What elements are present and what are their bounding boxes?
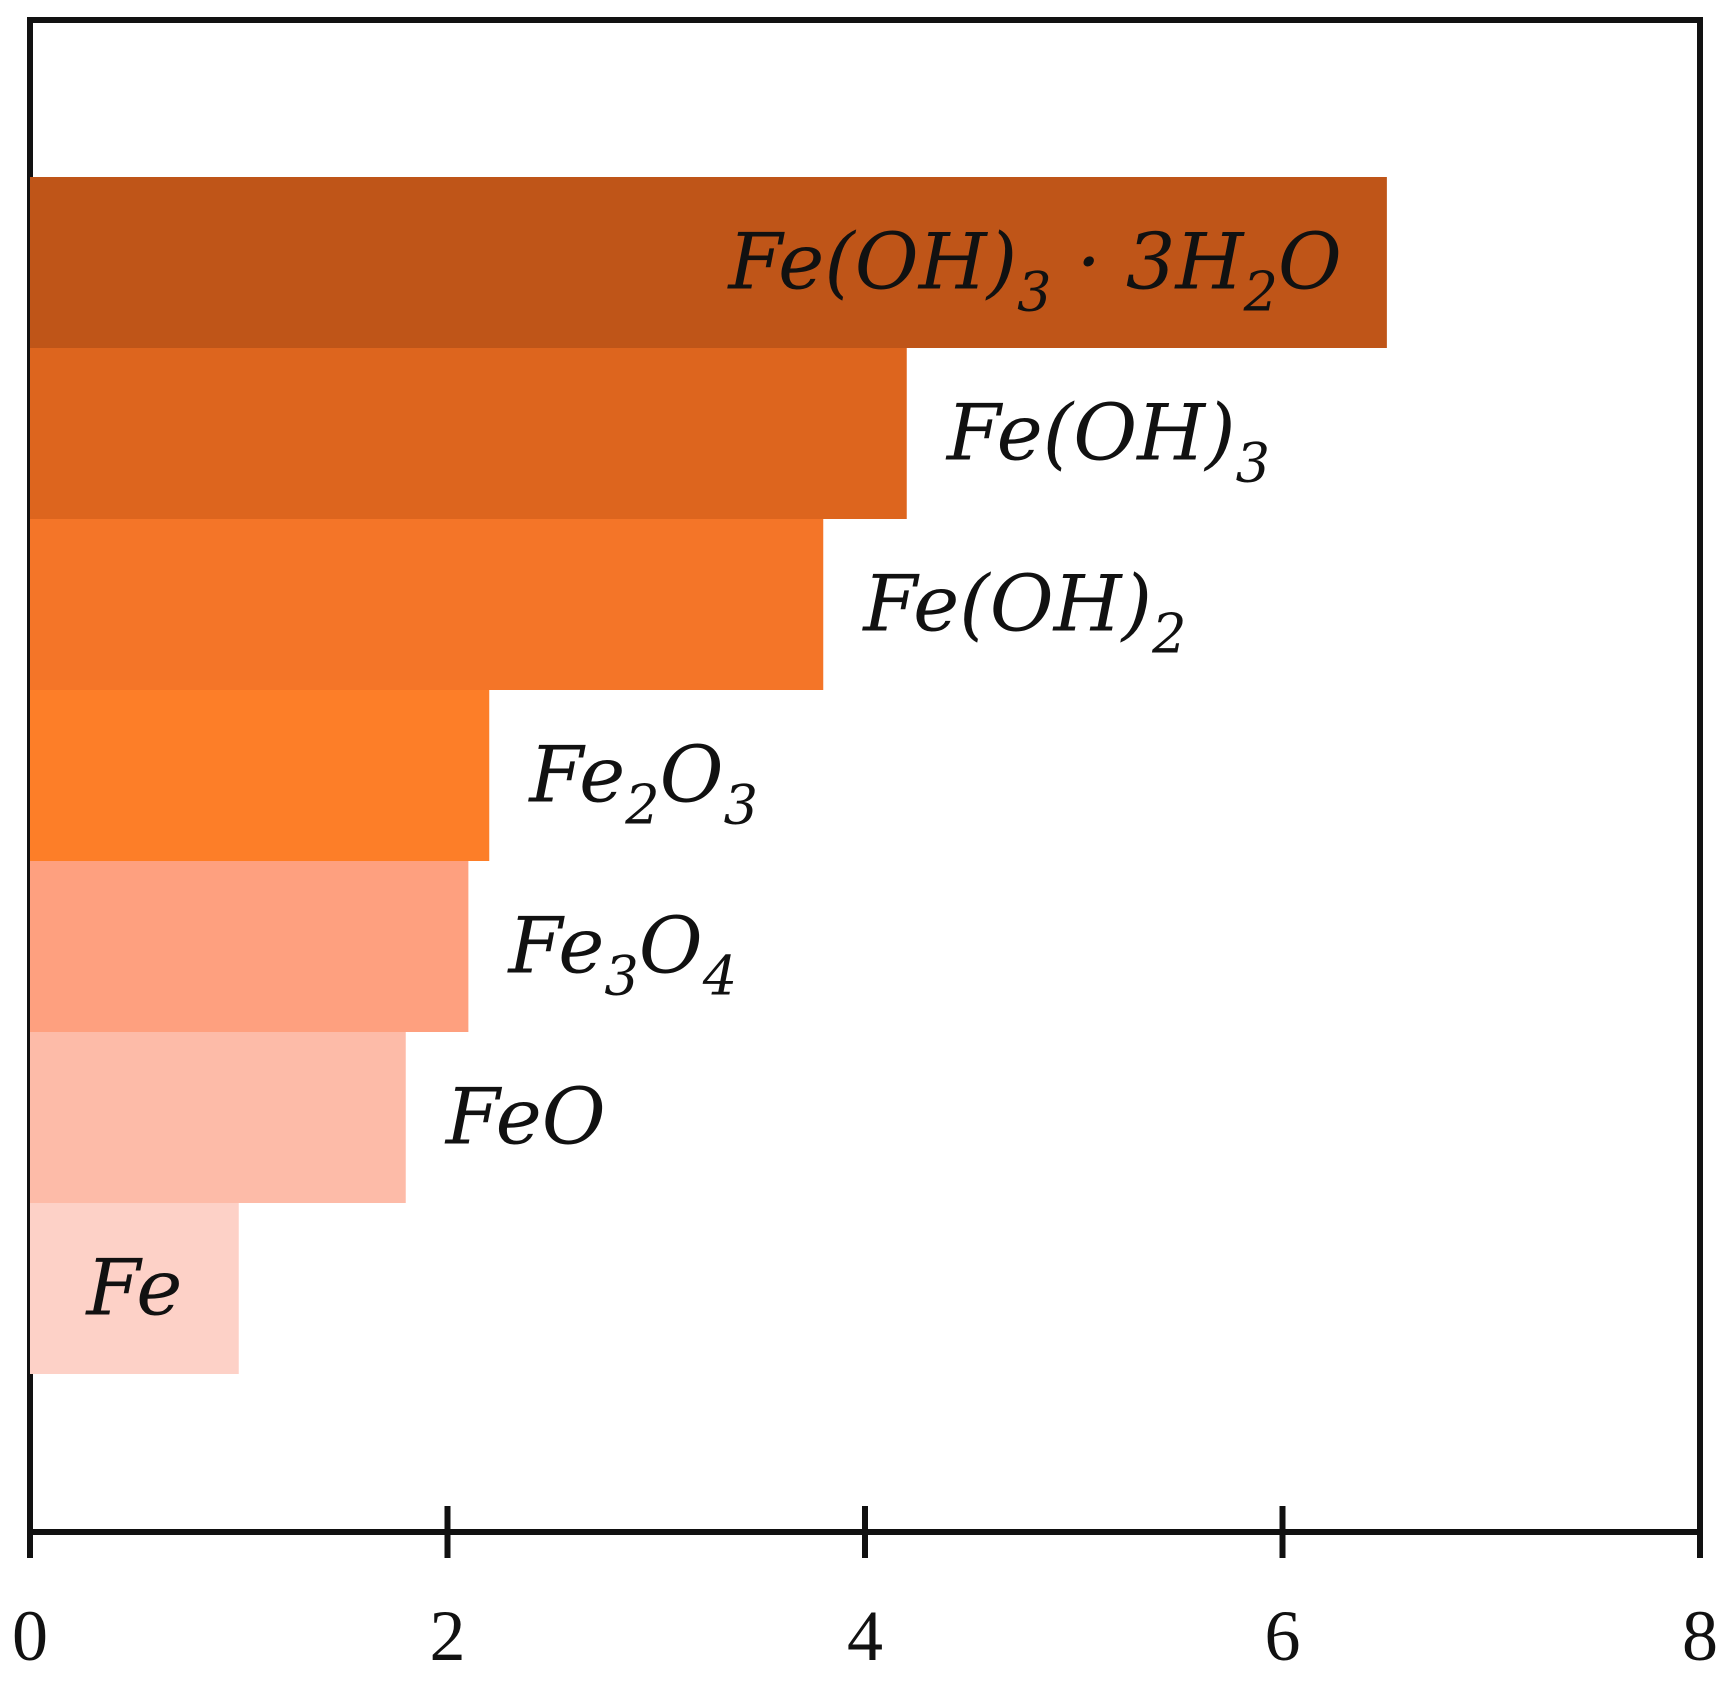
bar-label-3: Fe2O3: [527, 731, 758, 837]
bar-label-5: FeO: [444, 1073, 606, 1163]
x-tick-label-3: 6: [1265, 1596, 1301, 1676]
bar-4: [30, 861, 469, 1032]
bar-label-4: Fe3O4: [506, 902, 737, 1008]
bar-6: [30, 1203, 239, 1374]
x-axis-ticks: 0 2 4 6 8: [12, 1506, 1718, 1676]
bar-label-0: Fe(OH)3 · 3H2O: [726, 218, 1342, 324]
bar-0: [30, 177, 1387, 348]
x-tick-label-2: 4: [847, 1596, 883, 1676]
bars-group: [30, 177, 1387, 1374]
bar-3: [30, 690, 490, 861]
x-tick-label-0: 0: [12, 1596, 48, 1676]
bar-label-2: Fe(OH)2: [861, 560, 1186, 666]
bar-label-6: Fe: [84, 1244, 182, 1334]
bar-1: [30, 348, 907, 519]
bar-5: [30, 1032, 406, 1203]
x-tick-label-4: 8: [1682, 1596, 1718, 1676]
bar-2: [30, 519, 824, 690]
x-tick-label-1: 2: [430, 1596, 466, 1676]
bar-labels-group: Fe(OH)3 · 3H2O Fe(OH)3 Fe(OH)2 Fe2O3 Fe3O4 Fe…: [84, 218, 1342, 1334]
bar-label-1: Fe(OH)3: [945, 389, 1270, 495]
